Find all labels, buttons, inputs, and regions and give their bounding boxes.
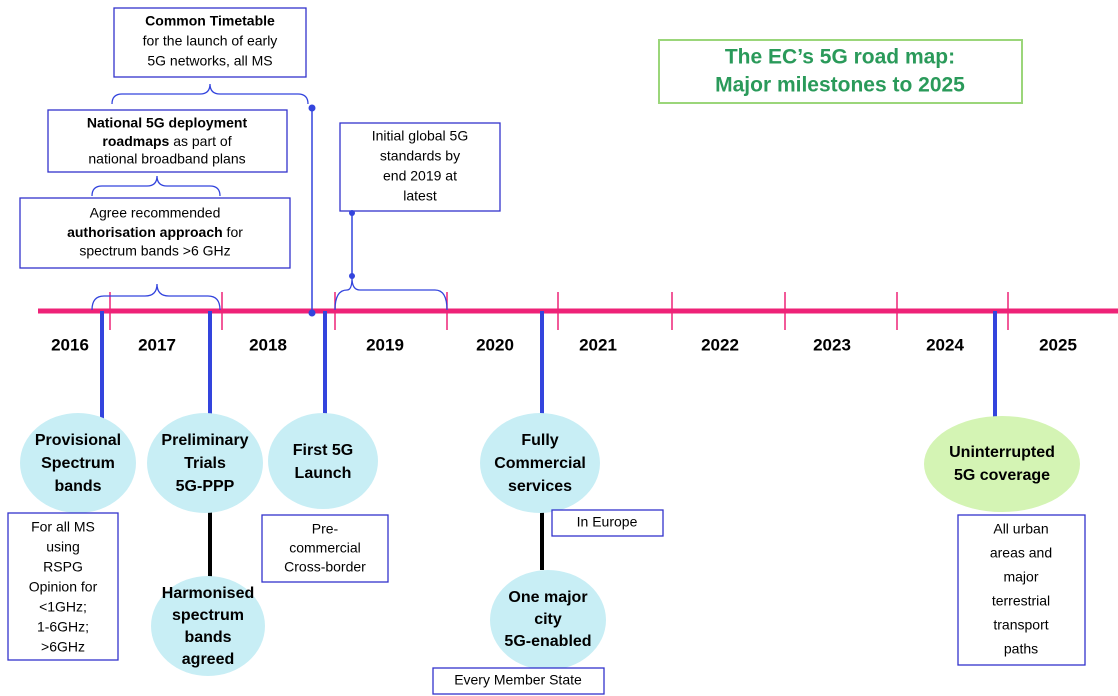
box-text: Common Timetable bbox=[145, 13, 275, 29]
milestone-text: services bbox=[508, 478, 572, 495]
dot bbox=[349, 273, 355, 279]
year-ticks bbox=[109, 292, 1009, 330]
note-text: Cross-border bbox=[284, 559, 366, 575]
milestone-text: Uninterrupted bbox=[949, 444, 1055, 461]
brace bbox=[111, 83, 309, 105]
milestone-text: agreed bbox=[182, 651, 234, 668]
note-text: transport bbox=[993, 617, 1048, 633]
box bbox=[47, 109, 288, 173]
box-text: roadmaps bbox=[102, 133, 169, 149]
milestone bbox=[151, 576, 265, 676]
milestone bbox=[924, 416, 1080, 512]
year: 2021 bbox=[579, 335, 617, 354]
milestone bbox=[480, 413, 600, 513]
note-box bbox=[261, 514, 389, 583]
milestone-text: Harmonised bbox=[162, 585, 254, 602]
box bbox=[339, 122, 501, 212]
note-text: terrestrial bbox=[992, 593, 1050, 609]
note-text: areas and bbox=[990, 545, 1052, 561]
milestone-text: bands bbox=[184, 629, 231, 646]
box-text: latest bbox=[403, 188, 437, 204]
milestone bbox=[490, 570, 606, 670]
box-text: for the launch of early bbox=[143, 33, 278, 49]
milestone bbox=[147, 413, 263, 513]
box-text: Initial global 5G bbox=[372, 128, 469, 144]
box-text: for bbox=[223, 224, 244, 240]
note-text: Pre- bbox=[312, 521, 339, 537]
box-text: national broadband plans bbox=[88, 151, 245, 167]
box bbox=[19, 197, 291, 269]
box-text: roadmaps as part of bbox=[102, 133, 231, 149]
box-text: spectrum bands >6 GHz bbox=[79, 243, 230, 259]
title-box bbox=[658, 39, 1023, 104]
title: The EC’s 5G road map: bbox=[725, 46, 955, 69]
milestone-text: Fully bbox=[521, 432, 558, 449]
milestone-text: Commercial bbox=[494, 455, 586, 472]
note-text: 1-6GHz; bbox=[37, 619, 89, 635]
title: Major milestones to 2025 bbox=[715, 74, 965, 97]
year: 2020 bbox=[476, 335, 514, 354]
year: 2016 bbox=[51, 335, 89, 354]
years: 2016 2017 2018 2019 2020 2021 2022 2023 … bbox=[51, 335, 1077, 354]
brace bbox=[91, 283, 221, 311]
note-text: using bbox=[46, 539, 79, 555]
year: 2024 bbox=[926, 335, 964, 354]
milestone-text: 5G-enabled bbox=[504, 633, 591, 650]
box-text: authorisation approach bbox=[67, 224, 223, 240]
box-text: authorisation approach for bbox=[67, 224, 243, 240]
milestone-text: One major bbox=[508, 589, 587, 606]
milestone-text: Launch bbox=[295, 465, 352, 482]
note-box bbox=[957, 514, 1086, 666]
milestone-text: Provisional bbox=[35, 432, 121, 449]
note-text: Opinion for bbox=[29, 579, 98, 595]
milestone-text: Preliminary bbox=[161, 432, 248, 449]
box-text: standards by bbox=[380, 148, 460, 164]
milestone-text: bands bbox=[54, 478, 101, 495]
note-text: >6GHz bbox=[41, 639, 85, 655]
brace bbox=[334, 277, 448, 311]
year: 2025 bbox=[1039, 335, 1077, 354]
box-text: end 2019 at bbox=[383, 168, 457, 184]
note-text: For all MS bbox=[31, 519, 95, 535]
note-text: Every Member State bbox=[454, 672, 582, 688]
milestone-text: 5G coverage bbox=[954, 467, 1050, 484]
milestone-text: spectrum bbox=[172, 607, 244, 624]
box-text: Agree recommended bbox=[90, 205, 221, 221]
note-text: paths bbox=[1004, 641, 1038, 657]
year: 2022 bbox=[701, 335, 739, 354]
note-box bbox=[7, 512, 119, 661]
note-text: In Europe bbox=[577, 514, 638, 530]
dot bbox=[308, 309, 316, 317]
note-text: <1GHz; bbox=[39, 599, 87, 615]
milestone bbox=[268, 413, 378, 509]
note-text: commercial bbox=[289, 540, 361, 556]
note-text: All urban bbox=[993, 521, 1048, 537]
milestone-text: Trials bbox=[184, 455, 226, 472]
box-text: National 5G deployment bbox=[87, 115, 248, 131]
box-text: 5G networks, all MS bbox=[147, 53, 272, 69]
milestone-text: Spectrum bbox=[41, 455, 115, 472]
note-box bbox=[551, 509, 664, 537]
year: 2019 bbox=[366, 335, 404, 354]
box-text: as part of bbox=[169, 133, 231, 149]
milestone-text: city bbox=[534, 611, 562, 628]
year: 2023 bbox=[813, 335, 851, 354]
year: 2017 bbox=[138, 335, 176, 354]
note-box bbox=[432, 667, 605, 695]
milestone-text: 5G-PPP bbox=[176, 478, 235, 495]
milestone bbox=[20, 413, 136, 513]
milestone-text: First 5G bbox=[293, 442, 353, 459]
box bbox=[113, 7, 307, 78]
note-text: RSPG bbox=[43, 559, 83, 575]
dot bbox=[349, 210, 355, 216]
note-text: major bbox=[1003, 569, 1038, 585]
dot bbox=[308, 104, 316, 112]
year: 2018 bbox=[249, 335, 287, 354]
brace bbox=[91, 175, 221, 197]
